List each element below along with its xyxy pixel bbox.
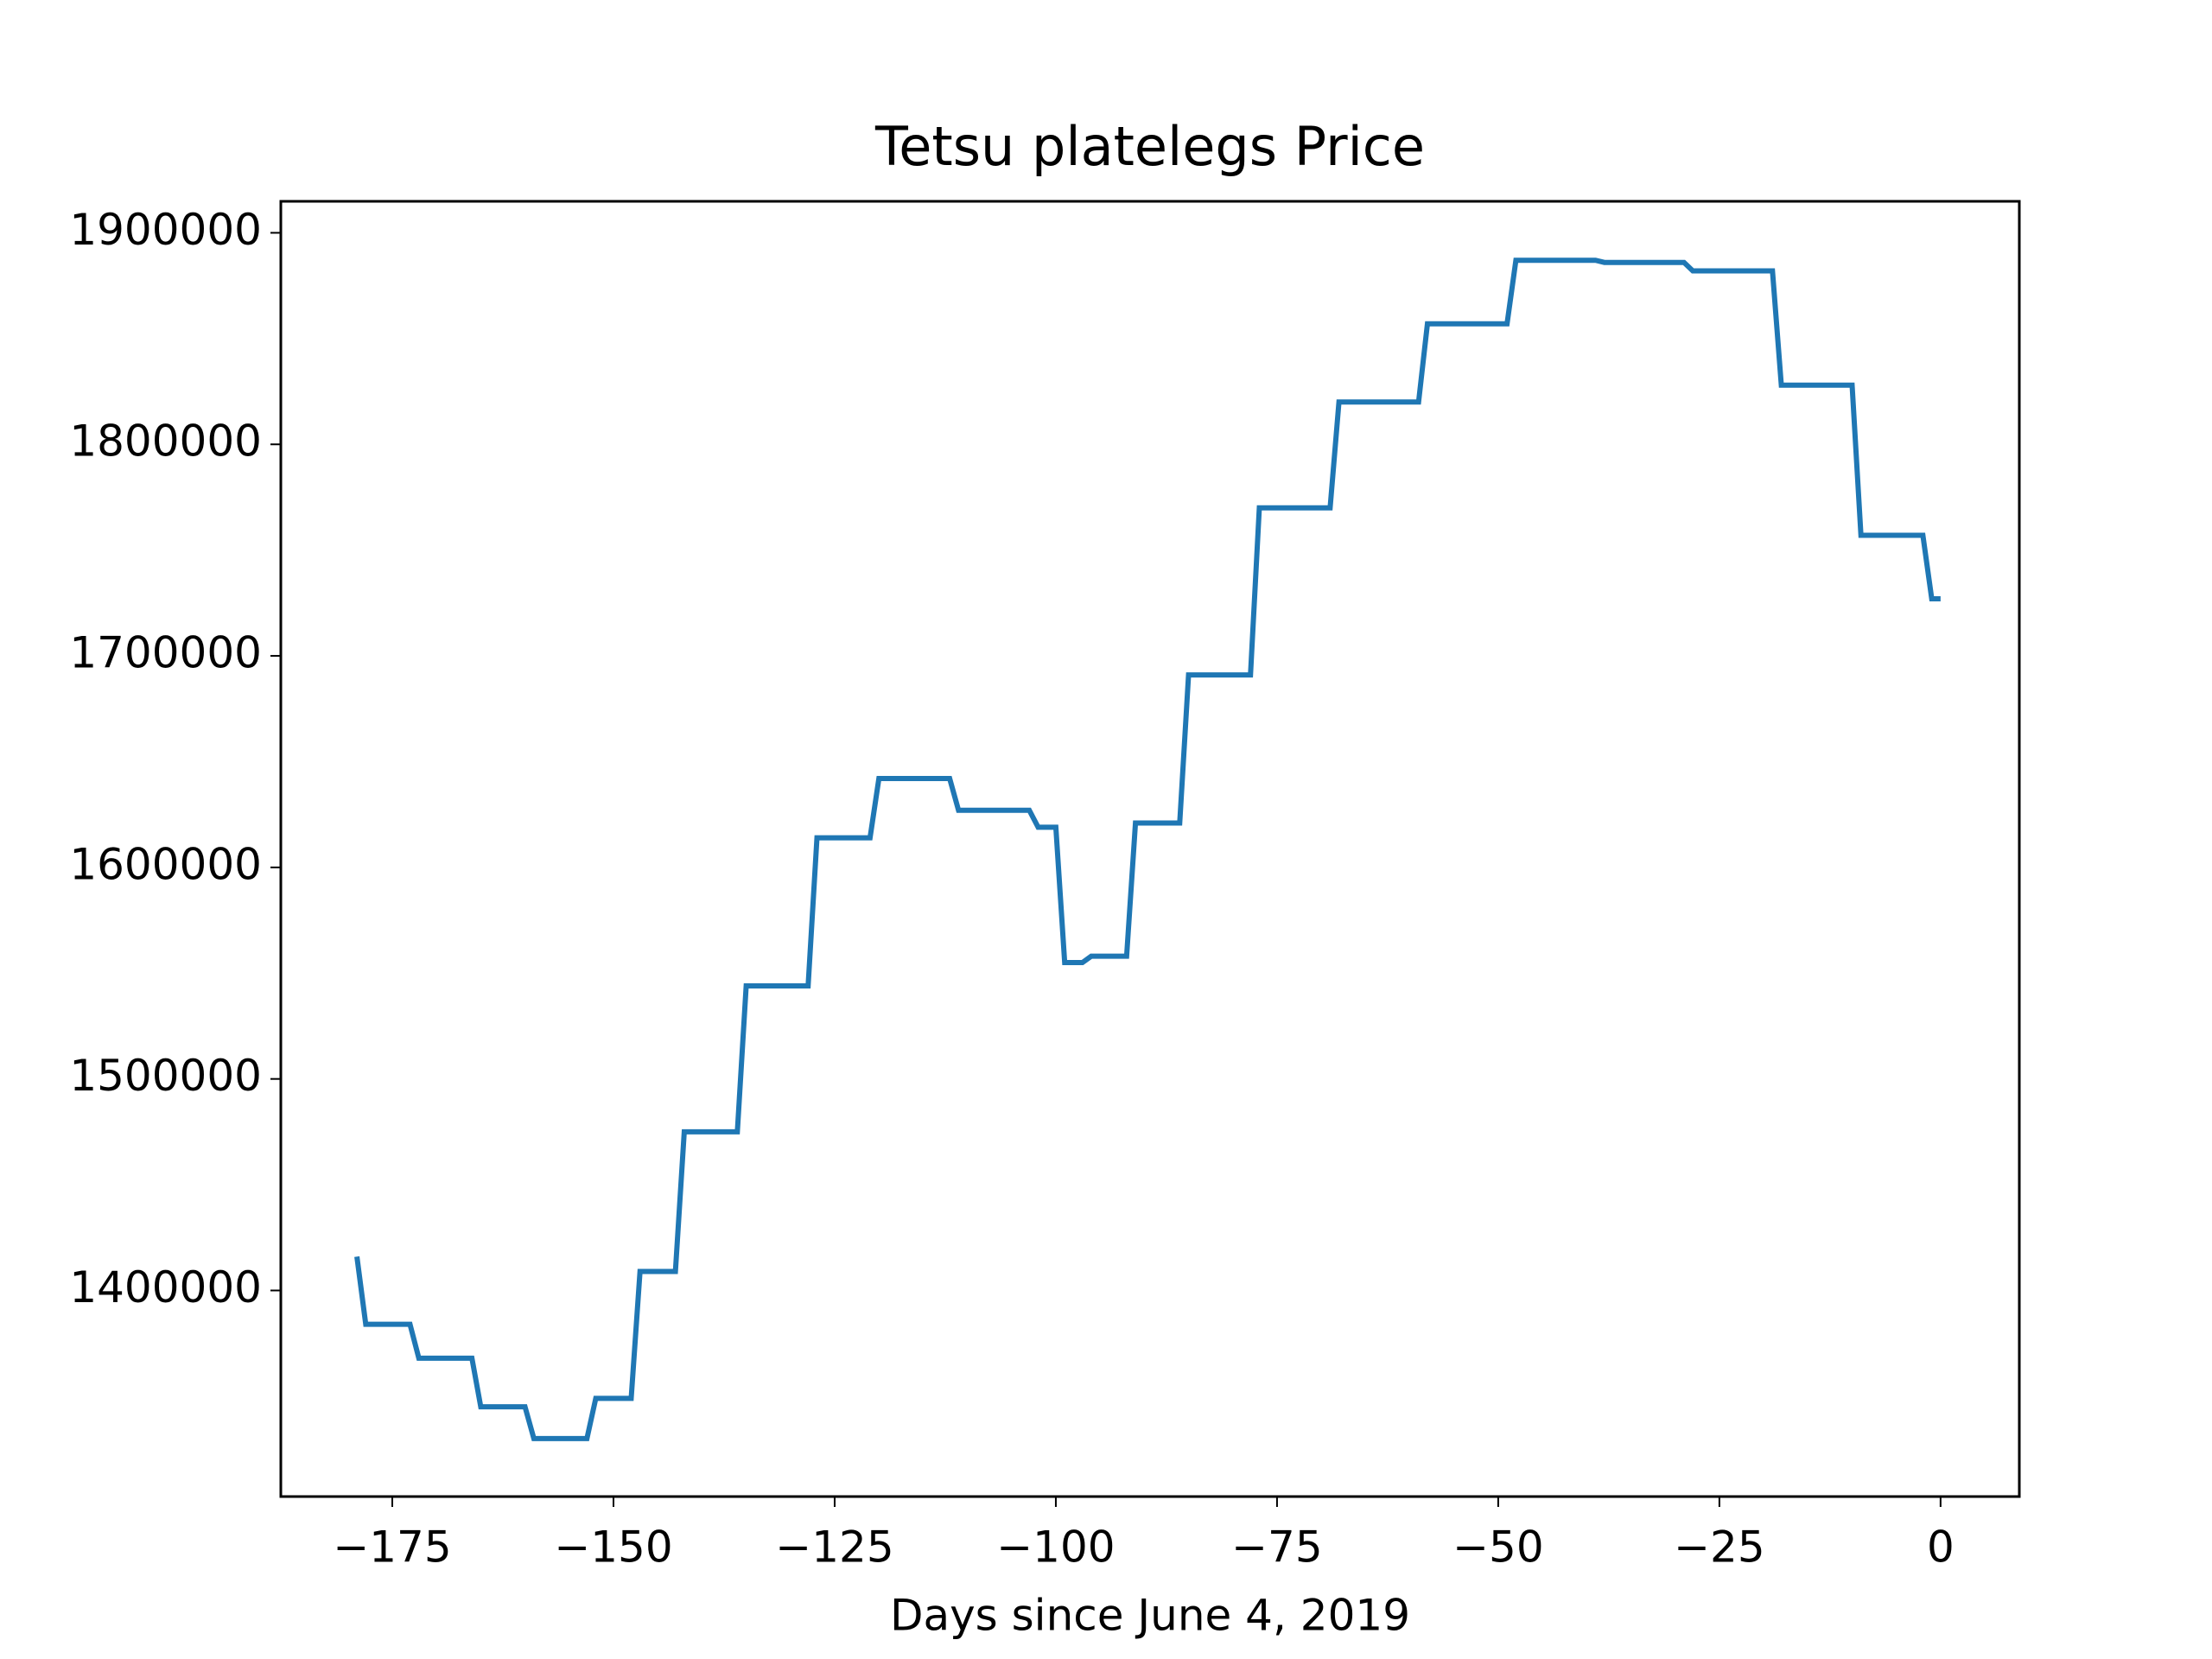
x-tick-label: −175 xyxy=(333,1522,451,1573)
x-tick-label: 0 xyxy=(1927,1522,1955,1573)
y-tick-label: 1500000 xyxy=(69,1051,262,1101)
chart-title: Tetsu platelegs Price xyxy=(874,115,1425,178)
plot-frame xyxy=(279,200,2021,1498)
y-tick-label: 1900000 xyxy=(69,205,262,255)
x-tick-label: −125 xyxy=(775,1522,893,1573)
x-tick-label: −75 xyxy=(1231,1522,1323,1573)
x-tick-label: −50 xyxy=(1452,1522,1544,1573)
y-tick-label: 1700000 xyxy=(69,628,262,678)
y-tick-label: 1400000 xyxy=(69,1262,262,1313)
x-tick-label: −150 xyxy=(554,1522,672,1573)
x-tick-label: −25 xyxy=(1674,1522,1765,1573)
x-tick-label: −100 xyxy=(996,1522,1115,1573)
price-line xyxy=(354,257,1941,1441)
y-tick-label: 1600000 xyxy=(69,839,262,889)
x-axis-label: Days since June 4, 2019 xyxy=(890,1591,1410,1641)
y-tick-label: 1800000 xyxy=(69,416,262,467)
